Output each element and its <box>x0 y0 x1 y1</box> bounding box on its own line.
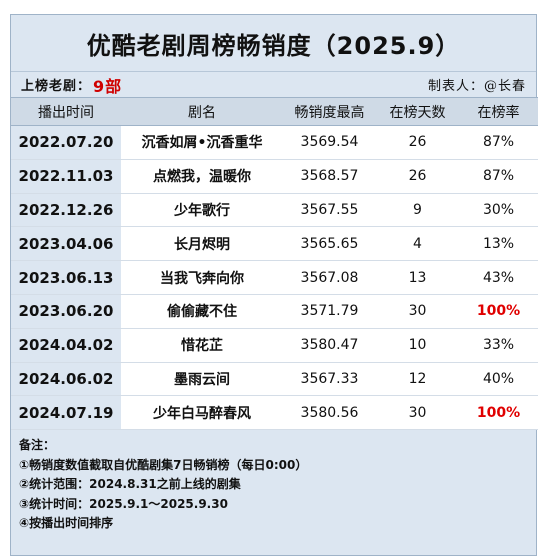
notes-heading: 备注： <box>19 438 56 453</box>
header-list-rate: 在榜率 <box>459 97 538 126</box>
table-row: 2023.06.20 偷偷藏不住 3571.79 30 100% <box>11 294 538 329</box>
cell-air-date: 2023.06.13 <box>11 260 121 295</box>
header-days-on-list: 在榜天数 <box>376 97 459 126</box>
cell-days-on-list: 26 <box>376 159 459 194</box>
cell-air-date: 2023.06.20 <box>11 294 121 329</box>
table-row: 2024.06.02 墨雨云间 3567.33 12 40% <box>11 362 538 397</box>
cell-list-rate: 13% <box>459 226 538 262</box>
cell-list-rate: 33% <box>459 328 538 363</box>
table-row: 2022.12.26 少年歌行 3567.55 9 30% <box>11 193 538 228</box>
cell-air-date: 2023.04.06 <box>11 226 121 262</box>
meta-bar: 上榜老剧： 9部 制表人：@长春 <box>11 71 536 97</box>
note-line: ①畅销度数值截取自优酷剧集7日畅销榜（每日0:00） <box>19 457 308 472</box>
cell-days-on-list: 30 <box>376 294 459 329</box>
header-air-date: 播出时间 <box>11 97 121 126</box>
cell-peak-sales: 3580.47 <box>283 328 376 363</box>
cell-days-on-list: 12 <box>376 362 459 397</box>
cell-drama-name: 惜花芷 <box>121 328 283 363</box>
table-row: 2022.11.03 点燃我，温暖你 3568.57 26 87% <box>11 159 538 194</box>
cell-list-rate: 43% <box>459 260 538 295</box>
author-label: 制表人：@长春 <box>427 79 526 94</box>
cell-days-on-list: 26 <box>376 125 459 160</box>
cell-air-date: 2022.07.20 <box>11 125 121 160</box>
cell-peak-sales: 3567.08 <box>283 260 376 295</box>
header-drama-name: 剧名 <box>121 97 283 126</box>
cell-list-rate: 40% <box>459 362 538 397</box>
cell-days-on-list: 4 <box>376 226 459 262</box>
cell-drama-name: 墨雨云间 <box>121 362 283 397</box>
cell-peak-sales: 3567.33 <box>283 362 376 397</box>
cell-peak-sales: 3569.54 <box>283 125 376 160</box>
cell-drama-name: 当我飞奔向你 <box>121 260 283 295</box>
cell-air-date: 2022.11.03 <box>11 159 121 194</box>
table-row: 2022.07.20 沉香如屑•沉香重华 3569.54 26 87% <box>11 125 538 160</box>
cell-peak-sales: 3580.56 <box>283 395 376 431</box>
cell-drama-name: 长月烬明 <box>121 226 283 262</box>
table-row: 2023.04.06 长月烬明 3565.65 4 13% <box>11 226 538 262</box>
cell-drama-name: 少年歌行 <box>121 193 283 228</box>
cell-air-date: 2022.12.26 <box>11 193 121 228</box>
cell-air-date: 2024.07.19 <box>11 395 121 431</box>
cell-drama-name: 点燃我，温暖你 <box>121 159 283 194</box>
cell-peak-sales: 3571.79 <box>283 294 376 329</box>
list-count: 上榜老剧： 9部 <box>21 73 122 97</box>
cell-peak-sales: 3565.65 <box>283 226 376 262</box>
cell-days-on-list: 30 <box>376 395 459 431</box>
cell-list-rate: 87% <box>459 159 538 194</box>
note-line: ④按播出时间排序 <box>19 516 114 531</box>
table-row: 2023.06.13 当我飞奔向你 3567.08 13 43% <box>11 260 538 295</box>
note-line: ②统计范围：2024.8.31之前上线的剧集 <box>19 477 241 492</box>
cell-list-rate: 100% <box>459 395 538 431</box>
notes: 备注： ①畅销度数值截取自优酷剧集7日畅销榜（每日0:00） ②统计范围：202… <box>11 430 536 534</box>
ranking-table: 播出时间 剧名 畅销度最高 在榜天数 在榜率 2022.07.20 沉香如屑•沉香… <box>11 97 538 431</box>
cell-days-on-list: 10 <box>376 328 459 363</box>
header-peak-sales: 畅销度最高 <box>283 97 376 126</box>
cell-drama-name: 偷偷藏不住 <box>121 294 283 329</box>
cell-list-rate: 87% <box>459 125 538 160</box>
cell-peak-sales: 3567.55 <box>283 193 376 228</box>
cell-days-on-list: 13 <box>376 260 459 295</box>
table-row: 2024.07.19 少年白马醉春风 3580.56 30 100% <box>11 395 538 431</box>
note-line: ③统计时间：2025.9.1～2025.9.30 <box>19 496 228 511</box>
cell-peak-sales: 3568.57 <box>283 159 376 194</box>
count-label: 上榜老剧： <box>21 79 92 94</box>
cell-air-date: 2024.06.02 <box>11 362 121 397</box>
cell-list-rate: 30% <box>459 193 538 228</box>
cell-list-rate: 100% <box>459 294 538 329</box>
cell-drama-name: 少年白马醉春风 <box>121 395 283 431</box>
cell-drama-name: 沉香如屑•沉香重华 <box>121 125 283 160</box>
count-value: 9部 <box>93 76 123 96</box>
page-title: 优酷老剧周榜畅销度（2025.9） <box>86 31 461 60</box>
table-header-row: 播出时间 剧名 畅销度最高 在榜天数 在榜率 <box>11 97 538 126</box>
cell-air-date: 2024.04.02 <box>11 328 121 363</box>
ranking-sheet: 优酷老剧周榜畅销度（2025.9） 上榜老剧： 9部 制表人：@长春 播出时间 … <box>10 14 538 556</box>
cell-days-on-list: 9 <box>376 193 459 228</box>
table-row: 2024.04.02 惜花芷 3580.47 10 33% <box>11 328 538 363</box>
